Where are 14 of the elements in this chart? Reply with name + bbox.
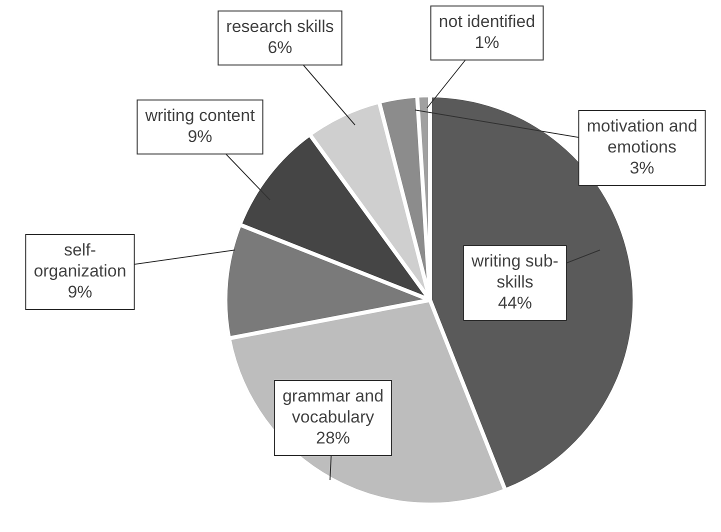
data-label: 3% <box>630 158 654 178</box>
data-label: 9% <box>68 282 92 302</box>
slice-label: research skills <box>226 17 334 36</box>
data-label: 44% <box>498 294 532 313</box>
slice-label: writing sub-skills <box>470 252 558 292</box>
slice-label: grammar and vocabulary <box>282 386 384 427</box>
slice-label: not identified <box>438 12 536 32</box>
data-label: 28% <box>316 428 350 448</box>
data-label: 1% <box>474 33 500 52</box>
slice-label: writing content <box>144 106 256 126</box>
slice-label: self-organization <box>34 240 126 281</box>
data-label: 6% <box>268 38 292 58</box>
data-label: 9% <box>188 127 212 146</box>
slice-label: motivation and emotions <box>586 116 698 157</box>
